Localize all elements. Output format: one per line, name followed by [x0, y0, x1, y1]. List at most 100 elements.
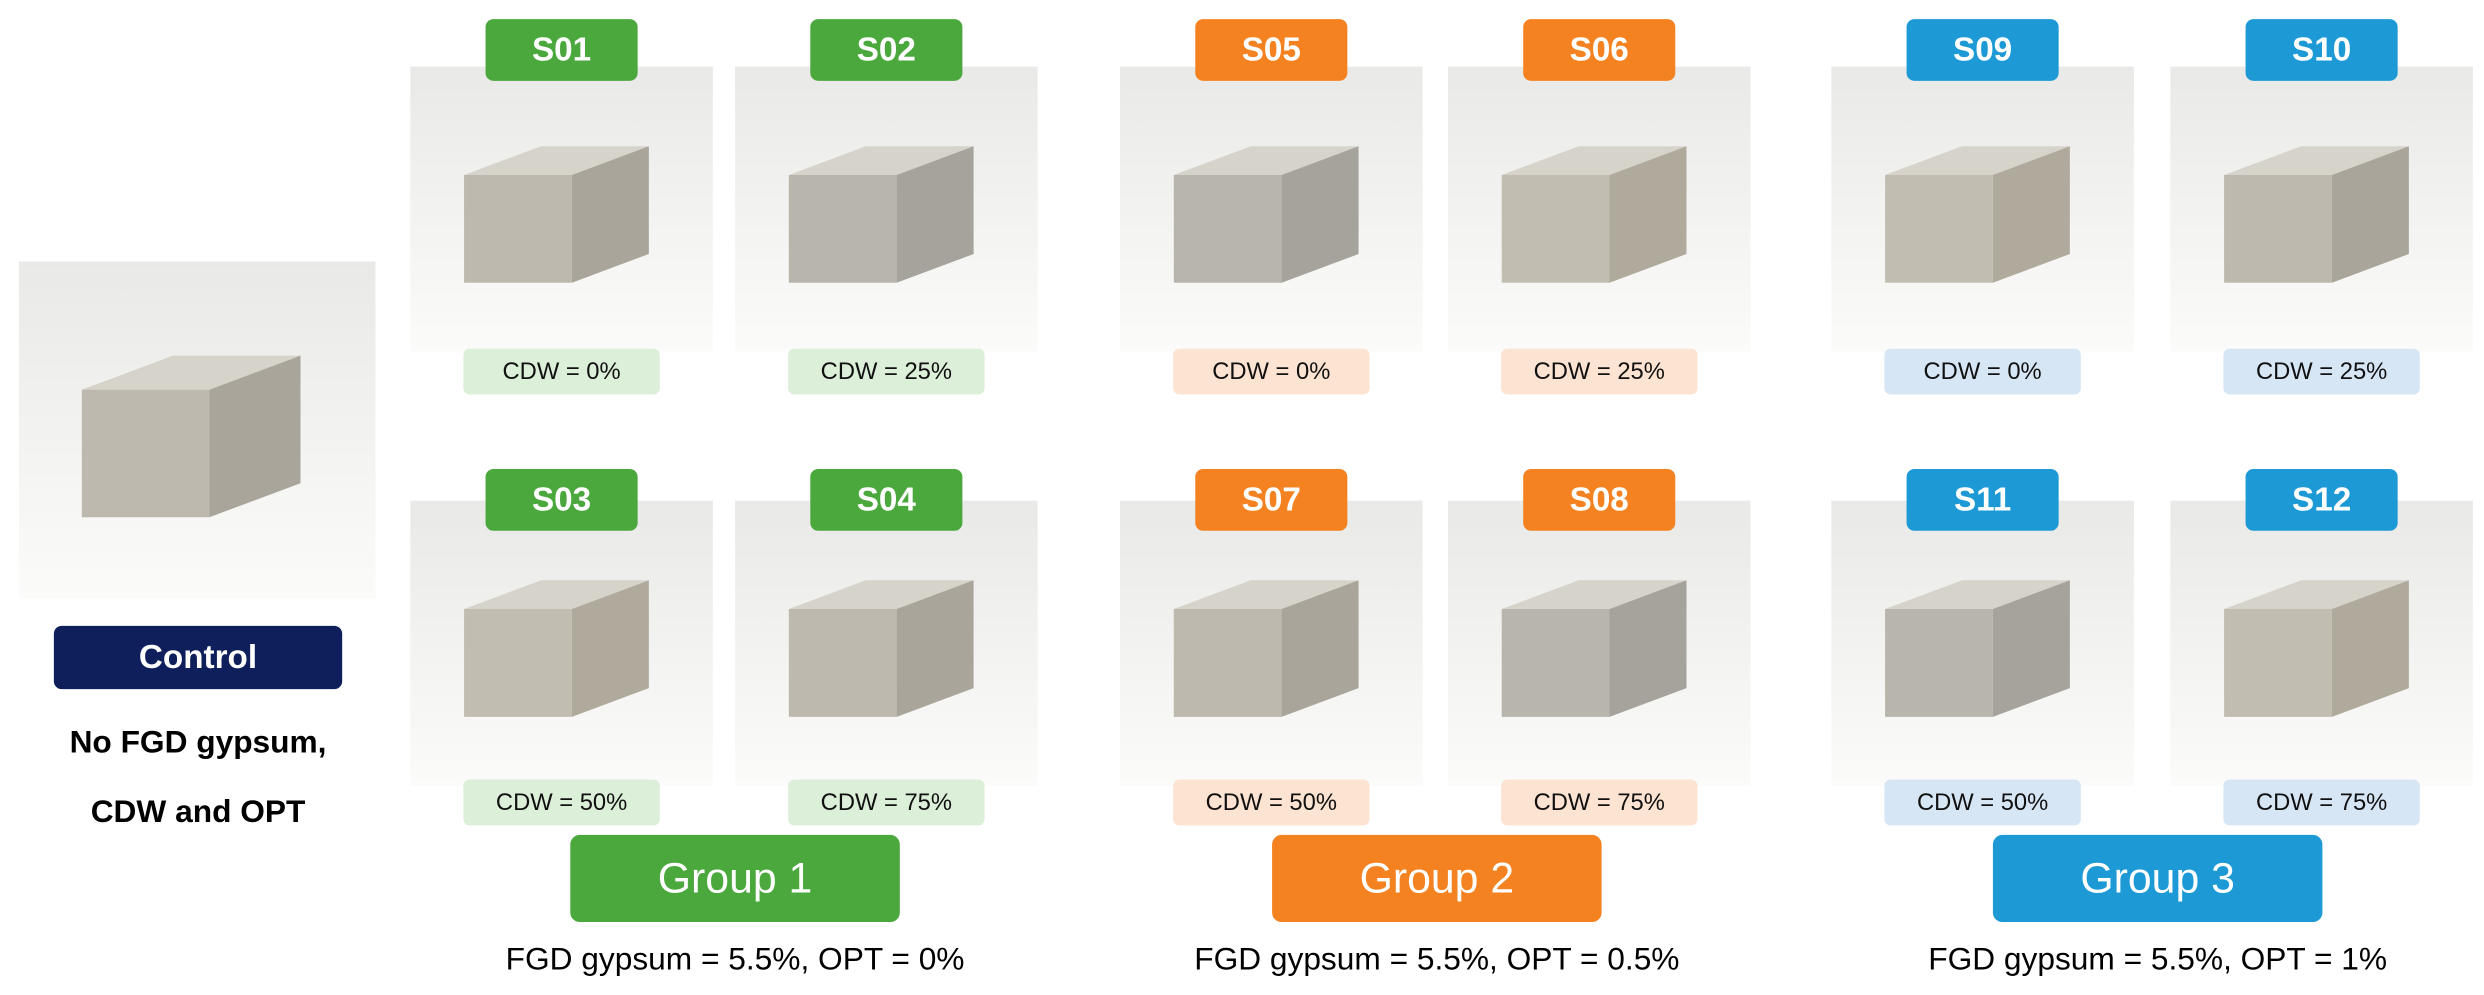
group-description: FGD gypsum = 5.5%, OPT = 1% — [1928, 940, 2387, 976]
control-label-box — [53, 625, 343, 690]
cube-top — [2224, 146, 2409, 175]
sample-name: S09 — [1953, 31, 2012, 68]
cube-left — [1173, 174, 1282, 283]
cube-left — [1885, 609, 1993, 717]
cdw-box — [1173, 348, 1370, 395]
group-label: Group 2 — [1360, 854, 1515, 902]
cube-left — [81, 389, 210, 518]
sample-name: S10 — [2292, 31, 2351, 68]
sample-name: S12 — [2292, 481, 2351, 518]
group-label-box — [1272, 834, 1602, 923]
cdw-label: CDW = 0% — [503, 358, 621, 385]
sample-name: S07 — [1242, 481, 1301, 518]
cdw-label: CDW = 50% — [496, 789, 627, 816]
cube-right — [1992, 580, 2070, 717]
cdw-label: CDW = 50% — [1917, 789, 2048, 816]
cdw-label: CDW = 0% — [1924, 358, 2042, 385]
sample-name-box — [1906, 468, 2059, 531]
cdw-label: CDW = 0% — [1212, 358, 1330, 385]
control-label: Control — [139, 639, 257, 676]
cdw-label: CDW = 25% — [2256, 358, 2387, 385]
cube-left — [1173, 609, 1282, 717]
sample-name: S11 — [1954, 481, 2011, 518]
group-label-box — [570, 834, 900, 923]
cdw-box — [1501, 779, 1698, 826]
cube-left — [788, 174, 897, 283]
sample-name: S04 — [857, 481, 917, 518]
cdw-label: CDW = 50% — [1206, 789, 1337, 816]
sample-name-box — [2245, 468, 2398, 531]
group-label: Group 1 — [658, 854, 813, 902]
cdw-box — [463, 779, 660, 826]
cube-right — [1281, 146, 1359, 283]
sample-name-box — [810, 19, 963, 81]
group-description: FGD gypsum = 5.5%, OPT = 0% — [506, 940, 965, 976]
sample-name-box — [485, 19, 638, 81]
sample-name-box — [810, 468, 963, 531]
cdw-box — [2223, 348, 2420, 395]
cdw-label: CDW = 25% — [821, 358, 952, 385]
cube-top — [2224, 580, 2409, 610]
group-label-box — [1992, 834, 2323, 923]
group-label: Group 3 — [2080, 854, 2235, 902]
cube-top — [1501, 146, 1687, 175]
cube-left — [788, 609, 897, 717]
sample-name-box — [2245, 19, 2398, 81]
control-description: No FGD gypsum, — [70, 723, 327, 759]
cube-top — [1173, 580, 1359, 610]
cube-left — [1501, 174, 1610, 283]
cube-left — [2224, 174, 2332, 283]
cdw-label: CDW = 25% — [1534, 358, 1665, 385]
sample-name: S02 — [857, 31, 916, 68]
sample-name: S08 — [1570, 481, 1629, 518]
sample-name-box — [1906, 19, 2059, 81]
cube-top — [81, 355, 301, 390]
cdw-box — [1884, 779, 2081, 826]
cube-left — [1885, 174, 1993, 283]
cdw-label: CDW = 75% — [2256, 789, 2387, 816]
sample-name-box — [1523, 468, 1676, 531]
cube-left — [2224, 609, 2332, 717]
cube-right — [896, 580, 974, 717]
sample-name-box — [1195, 19, 1348, 81]
sample-name: S05 — [1242, 31, 1301, 68]
cube-top — [1173, 146, 1359, 175]
cube-right — [2331, 146, 2409, 283]
cube-right — [1609, 146, 1687, 283]
sample-name: S03 — [532, 481, 591, 518]
sample-name-box — [1523, 19, 1676, 81]
cdw-box — [463, 348, 660, 395]
cdw-box — [1884, 348, 2081, 395]
cube-right — [1609, 580, 1687, 717]
cube-left — [1501, 609, 1610, 717]
cube-top — [1501, 580, 1687, 610]
cube-right — [896, 146, 974, 283]
sample-name: S01 — [532, 31, 591, 68]
cube-right — [209, 355, 301, 518]
cube-right — [571, 580, 649, 717]
cube-top — [788, 580, 974, 610]
group-description: FGD gypsum = 5.5%, OPT = 0.5% — [1194, 940, 1679, 976]
cube-top — [464, 146, 649, 175]
cube-left — [464, 609, 572, 717]
cdw-label: CDW = 75% — [821, 789, 952, 816]
cdw-label: CDW = 75% — [1534, 789, 1665, 816]
sample-name-box — [485, 468, 638, 531]
sample-name-box — [1195, 468, 1348, 531]
cube-right — [1281, 580, 1359, 717]
cube-right — [571, 146, 649, 283]
cdw-box — [788, 779, 985, 826]
cube-top — [464, 580, 649, 610]
cdw-box — [2223, 779, 2420, 826]
cube-right — [1992, 146, 2070, 283]
cdw-box — [788, 348, 985, 395]
sample-name: S06 — [1570, 31, 1629, 68]
cube-top — [1885, 146, 2070, 175]
cube-top — [788, 146, 974, 175]
control-description: CDW and OPT — [91, 793, 306, 829]
cdw-box — [1501, 348, 1698, 395]
cdw-box — [1173, 779, 1370, 826]
cube-top — [1885, 580, 2070, 610]
cube-left — [464, 174, 572, 283]
